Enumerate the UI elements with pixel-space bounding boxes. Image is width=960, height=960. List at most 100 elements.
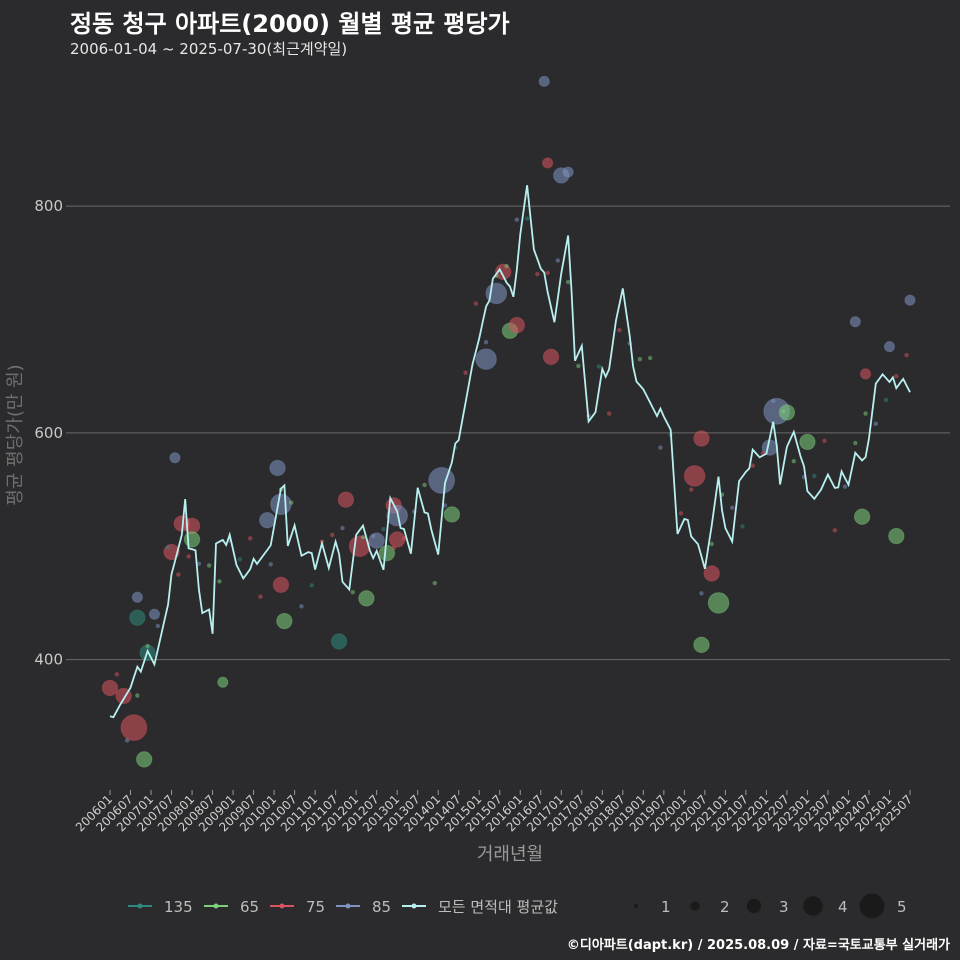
point-75: [508, 316, 526, 334]
legend-size-label: 4: [838, 898, 848, 916]
y-tick-label: 400: [34, 651, 63, 669]
point-85: [269, 459, 286, 477]
point-65: [276, 612, 293, 630]
point-75: [859, 368, 872, 380]
legend-label: 65: [240, 898, 259, 916]
legend-dot-4: [411, 903, 417, 909]
point-small-75: [391, 545, 396, 551]
point-85: [904, 294, 916, 306]
point-75: [272, 576, 290, 593]
point-small-65: [288, 500, 294, 505]
point-85: [428, 467, 456, 494]
legend-dot-0: [137, 903, 143, 909]
point-small-85: [155, 623, 161, 629]
point-small-75: [114, 672, 120, 677]
legend-dot-2: [279, 903, 285, 909]
point-75: [101, 679, 119, 697]
point-small-85: [699, 591, 704, 596]
point-small-85: [730, 505, 735, 510]
point-small-65: [576, 363, 581, 369]
point-small-65: [360, 534, 366, 540]
legend-label: 135: [164, 898, 193, 916]
point-85: [883, 341, 896, 353]
point-85: [148, 608, 161, 620]
point-small-85: [124, 738, 130, 743]
point-135: [330, 633, 348, 650]
y-axis-label: 평균 평당가(만 원): [5, 364, 26, 505]
legend-label: 85: [372, 898, 391, 916]
y-tick-label: 800: [34, 197, 63, 215]
point-small-75: [258, 594, 263, 599]
point-small-135: [165, 545, 171, 550]
point-small-75: [904, 352, 909, 358]
source-caption: ©디아파트(dapt.kr) / 2025.08.09 / 자료=국토교통부 실…: [566, 938, 950, 953]
point-small-75: [535, 271, 540, 277]
average-line-path: [109, 185, 911, 719]
point-85: [270, 493, 292, 516]
point-85: [849, 316, 861, 328]
point-small-75: [473, 301, 479, 306]
point-small-75: [545, 270, 550, 276]
point-small-135: [309, 583, 314, 588]
legend-label: 75: [306, 898, 325, 916]
point-65: [217, 676, 229, 688]
point-small-85: [371, 533, 376, 539]
data-points: [101, 75, 916, 768]
point-75: [542, 157, 554, 169]
point-small-85: [196, 561, 202, 566]
point-65: [183, 531, 201, 548]
legend-size-dot-1: [634, 904, 638, 908]
point-75: [120, 714, 148, 742]
point-small-65: [709, 541, 714, 547]
legend-size-label: 2: [720, 898, 730, 916]
legend-size-dot-2: [690, 901, 700, 911]
point-85: [562, 166, 574, 178]
legend-dot-3: [345, 903, 351, 909]
point-small-65: [791, 458, 796, 464]
point-small-75: [617, 328, 622, 333]
point-small-75: [832, 528, 837, 533]
legend: 135 65 75 85 모든 면적대 평균값 1 2 3 4 5: [128, 893, 907, 919]
point-75: [683, 465, 706, 487]
point-85: [259, 511, 276, 529]
point-75: [703, 565, 720, 582]
point-small-85: [483, 339, 489, 345]
point-small-65: [781, 409, 786, 414]
legend-dot-1: [213, 903, 219, 909]
point-small-135: [883, 397, 889, 403]
point-75: [542, 348, 560, 366]
point-85: [475, 348, 497, 370]
point-small-75: [401, 536, 407, 541]
point-65: [135, 751, 153, 768]
point-65: [853, 508, 871, 525]
legend-size-dot-4: [803, 896, 823, 916]
point-small-135: [812, 473, 817, 479]
y-axis: 400 600 800: [34, 197, 63, 669]
point-small-65: [647, 355, 653, 361]
point-small-85: [442, 503, 448, 508]
point-small-135: [524, 216, 530, 221]
point-small-65: [135, 693, 140, 698]
point-small-75: [822, 438, 827, 443]
x-axis-label: 거래년월: [477, 844, 543, 865]
point-65: [378, 544, 396, 562]
point-small-65: [206, 563, 212, 568]
point-65: [799, 433, 816, 451]
chart-subtitle: 2006-01-04 ~ 2025-07-30(최근계약일): [70, 40, 348, 58]
point-85: [538, 75, 550, 87]
point-small-85: [514, 217, 520, 222]
average-line: [109, 185, 911, 719]
point-85: [131, 591, 143, 603]
point-small-75: [176, 572, 181, 577]
legend-label: 모든 면적대 평균값: [438, 898, 558, 916]
point-small-85: [842, 484, 848, 489]
point-small-65: [350, 589, 355, 595]
legend-size-label: 1: [661, 898, 671, 916]
point-small-75: [330, 532, 335, 538]
point-small-75: [247, 536, 253, 541]
point-65: [443, 506, 461, 523]
point-small-85: [658, 445, 663, 450]
point-small-85: [873, 421, 879, 426]
point-small-135: [237, 557, 243, 562]
